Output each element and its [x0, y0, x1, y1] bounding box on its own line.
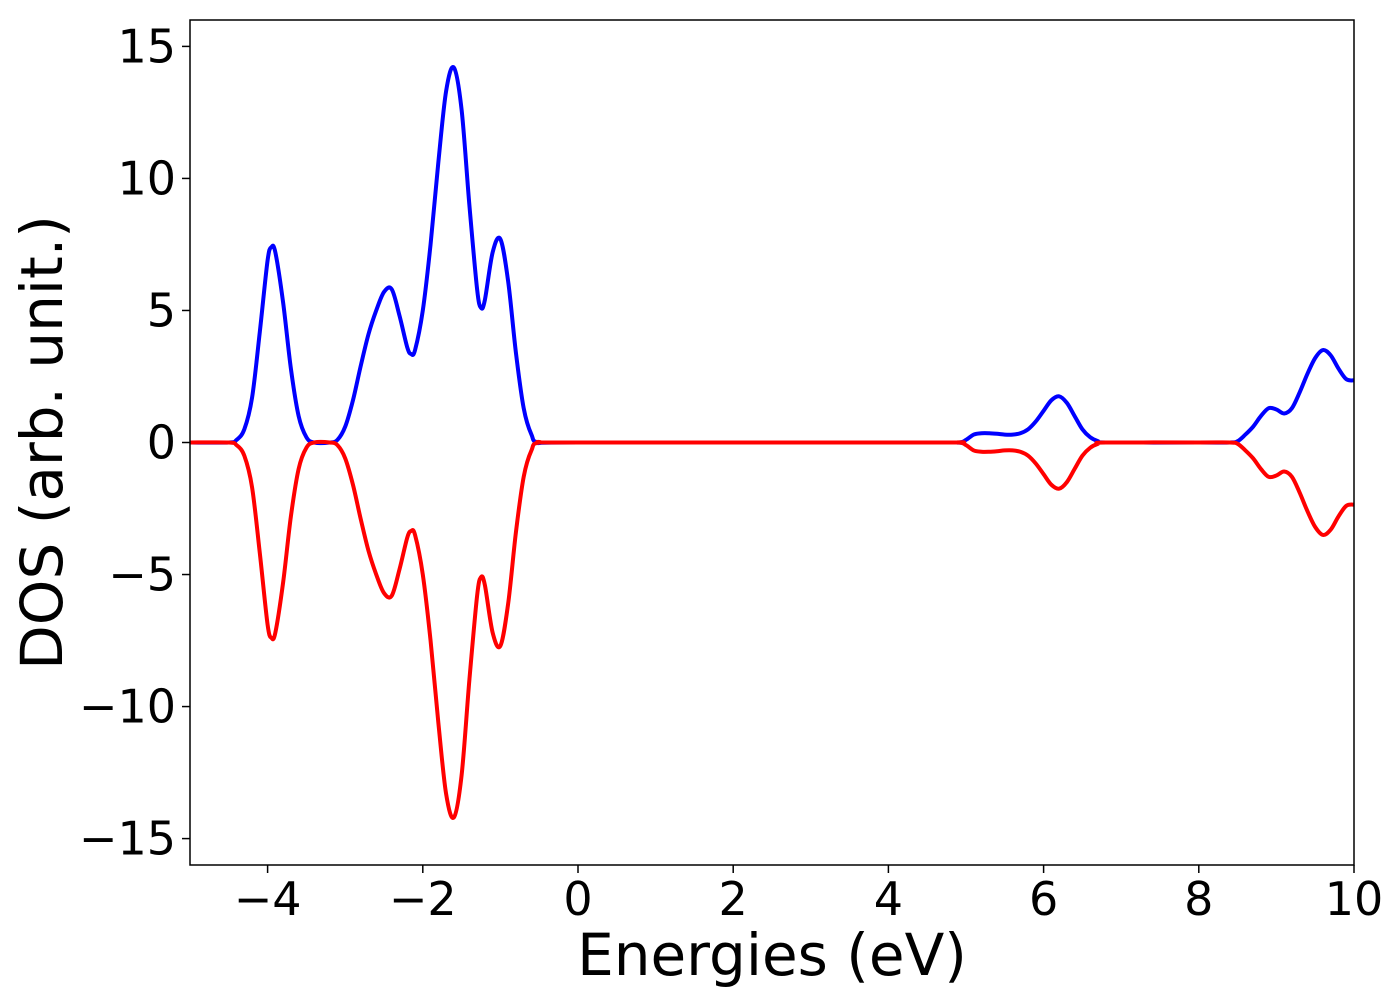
x-tick-label: 0 — [563, 872, 592, 926]
x-tick-label: 8 — [1184, 872, 1213, 926]
series-line-spin-down — [190, 439, 1354, 820]
series-line-spin-up — [190, 65, 1354, 446]
x-axis-ticks: −4 −2 0 2 4 6 8 10 — [234, 865, 1384, 926]
y-tick-label: −10 — [79, 680, 176, 734]
x-tick-label: −2 — [389, 872, 457, 926]
x-tick-label: 4 — [874, 872, 903, 926]
x-tick-label: 2 — [719, 872, 748, 926]
y-tick-label: 5 — [147, 283, 176, 337]
y-axis-label: DOS (arb. unit.) — [8, 215, 76, 670]
y-tick-label: 15 — [117, 19, 176, 73]
y-tick-label: 10 — [117, 151, 176, 205]
y-tick-label: 0 — [147, 416, 176, 470]
y-axis-ticks: −15 −10 −5 0 5 10 15 — [79, 19, 190, 866]
x-tick-label: 10 — [1325, 872, 1384, 926]
x-tick-label: −4 — [234, 872, 302, 926]
plot-lines — [190, 65, 1354, 820]
y-tick-label: −5 — [108, 548, 176, 602]
x-tick-label: 6 — [1029, 872, 1058, 926]
x-axis-label: Energies (eV) — [577, 921, 967, 989]
y-tick-label: −15 — [79, 812, 176, 866]
